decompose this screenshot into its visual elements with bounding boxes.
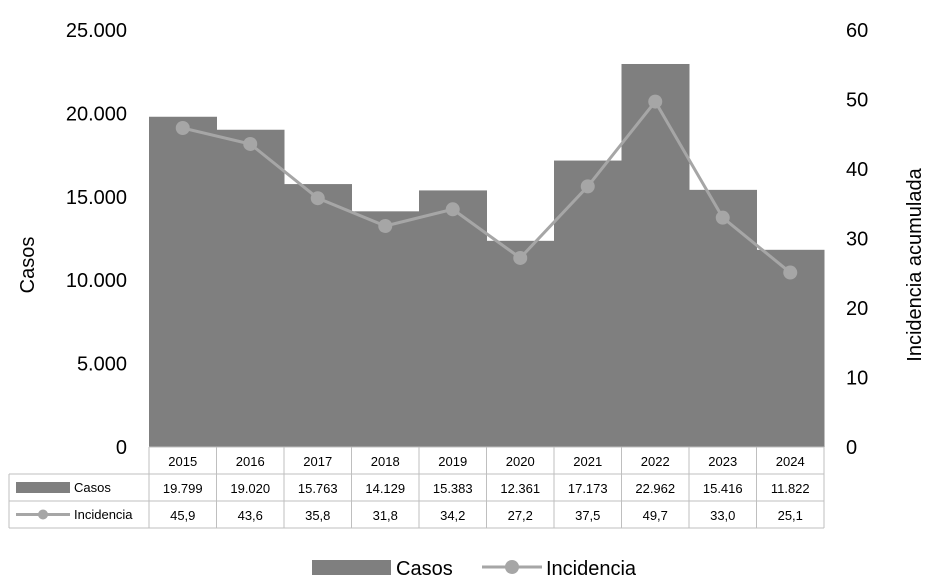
table-key-incidencia-marker: [38, 509, 48, 520]
y2-tick-label: 10: [846, 368, 868, 390]
point-2016: [243, 136, 258, 151]
y2-tick-label: 60: [846, 20, 868, 42]
point-2024: [783, 265, 798, 280]
bar-2017: [284, 184, 352, 447]
table-cell-incidencia: 45,9: [170, 508, 195, 523]
x-tick-label: 2020: [506, 454, 535, 469]
x-tick-label: 2023: [708, 454, 737, 469]
x-tick-label: 2015: [168, 454, 197, 469]
bar-2016: [216, 129, 285, 447]
x-tick-label: 2016: [236, 454, 265, 469]
bar-2023: [689, 189, 757, 447]
legend-key-casos: [312, 560, 391, 575]
x-tick-label: 2024: [776, 454, 805, 469]
y2-tick-label: 30: [846, 229, 868, 251]
table-cell-incidencia: 33,0: [710, 508, 735, 523]
table-cell-casos: 15.416: [703, 481, 743, 496]
table-cell-incidencia: 27,2: [508, 508, 533, 523]
y2-axis-title: Incidencia acumulada: [904, 167, 926, 361]
point-2023: [715, 210, 730, 225]
table-cell-casos: 14.129: [365, 481, 405, 496]
x-tick-label: 2018: [371, 454, 400, 469]
x-tick-label: 2019: [438, 454, 467, 469]
bar-2024: [756, 249, 825, 447]
y-axis-title: Casos: [17, 237, 39, 294]
y2-tick-label: 50: [846, 90, 868, 112]
table-cell-casos: 19.799: [163, 481, 203, 496]
table-cell-casos: 12.361: [500, 481, 540, 496]
y-tick-label: 5.000: [77, 354, 127, 376]
table-cell-incidencia: 43,6: [238, 508, 263, 523]
point-2017: [310, 191, 325, 206]
table-cell-incidencia: 35,8: [305, 508, 330, 523]
table-cell-casos: 17.173: [568, 481, 608, 496]
y-tick-label: 20.000: [66, 103, 127, 125]
point-2020: [513, 250, 528, 265]
y2-tick-label: 20: [846, 298, 868, 320]
point-2021: [580, 179, 595, 194]
x-tick-label: 2021: [573, 454, 602, 469]
y2-tick-label: 0: [846, 437, 857, 459]
table-cell-incidencia: 25,1: [778, 508, 803, 523]
legend-label-incidencia: Incidencia: [546, 558, 637, 577]
x-tick-label: 2017: [303, 454, 332, 469]
table-row-header-incidencia: Incidencia: [74, 507, 133, 522]
point-2015: [175, 120, 190, 135]
point-2022: [648, 94, 663, 109]
table-cell-incidencia: 49,7: [643, 508, 668, 523]
table-cell-casos: 15.383: [433, 481, 473, 496]
point-2018: [378, 218, 393, 233]
bar-2019: [419, 190, 487, 447]
point-2019: [445, 202, 460, 217]
y-tick-label: 15.000: [66, 187, 127, 209]
x-tick-label: 2022: [641, 454, 670, 469]
incidencia-line: [182, 98, 792, 274]
y-tick-label: 25.000: [66, 20, 127, 42]
table-cell-casos: 11.822: [771, 481, 810, 496]
y-tick-label: 10.000: [66, 270, 127, 292]
table-cell-casos: 15.763: [298, 481, 338, 496]
table-cell-incidencia: 34,2: [440, 508, 465, 523]
table-cell-casos: 22.962: [635, 481, 675, 496]
table-key-casos: [16, 482, 70, 493]
bar-2022: [621, 63, 690, 448]
y-tick-label: 0: [116, 437, 127, 459]
bar-2015: [149, 116, 217, 447]
legend-label-casos: Casos: [396, 558, 453, 577]
bar-2021: [554, 160, 622, 447]
table-row-header-casos: Casos: [74, 480, 111, 495]
bar-2020: [486, 240, 555, 447]
table-cell-incidencia: 31,8: [373, 508, 398, 523]
bar-2018: [351, 211, 420, 447]
table-cell-casos: 19.020: [230, 481, 270, 496]
table-cell-incidencia: 37,5: [575, 508, 600, 523]
legend-key-incidencia-marker: [505, 560, 519, 574]
y2-tick-label: 40: [846, 159, 868, 181]
